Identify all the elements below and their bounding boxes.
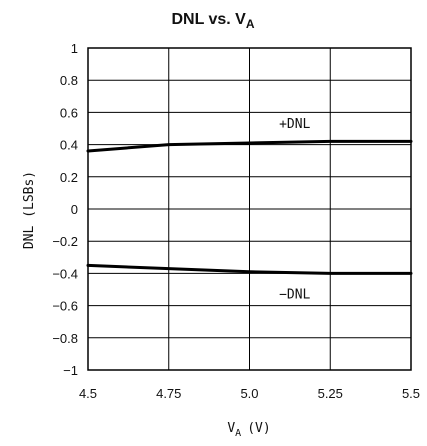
x-tick-label: 5.25 bbox=[318, 386, 343, 401]
x-tick-label: 5.0 bbox=[240, 386, 258, 401]
series-label: +DNL bbox=[279, 117, 310, 132]
y-tick-label: −1 bbox=[63, 363, 78, 378]
y-tick-label: 0.2 bbox=[60, 170, 78, 185]
y-tick-label: 0.4 bbox=[60, 138, 78, 153]
y-tick-label: −0.6 bbox=[52, 299, 78, 314]
series-line-1 bbox=[86, 263, 413, 275]
series-layer bbox=[86, 139, 413, 275]
y-tick-label: 1 bbox=[71, 41, 78, 56]
y-tick-label: −0.2 bbox=[52, 234, 78, 249]
y-tick-label: 0 bbox=[71, 202, 78, 217]
x-tick-label: 4.5 bbox=[79, 386, 97, 401]
grid-layer bbox=[87, 47, 412, 371]
x-tick-label: 5.5 bbox=[402, 386, 420, 401]
y-tick-label: 0.6 bbox=[60, 105, 78, 120]
x-axis-label: VA (V) bbox=[227, 421, 270, 439]
y-tick-label: −0.4 bbox=[52, 266, 78, 281]
label-layer: +DNL −DNL bbox=[279, 117, 310, 303]
tick-layer: 1 0.8 0.6 0.4 0.2 0 −0.2 −0.4 −0.6 −0.8 −14.5 4.75 5… bbox=[52, 41, 420, 401]
y-tick-label: −0.8 bbox=[52, 331, 78, 346]
series-label: −DNL bbox=[279, 288, 310, 303]
y-axis-label: DNL (LSBs) bbox=[22, 171, 37, 249]
chart-title: DNL vs. VA bbox=[171, 11, 254, 31]
y-tick-label: 0.8 bbox=[60, 73, 78, 88]
series-line-0 bbox=[86, 139, 413, 153]
plot-frame bbox=[87, 47, 412, 371]
x-tick-label: 4.75 bbox=[156, 386, 181, 401]
